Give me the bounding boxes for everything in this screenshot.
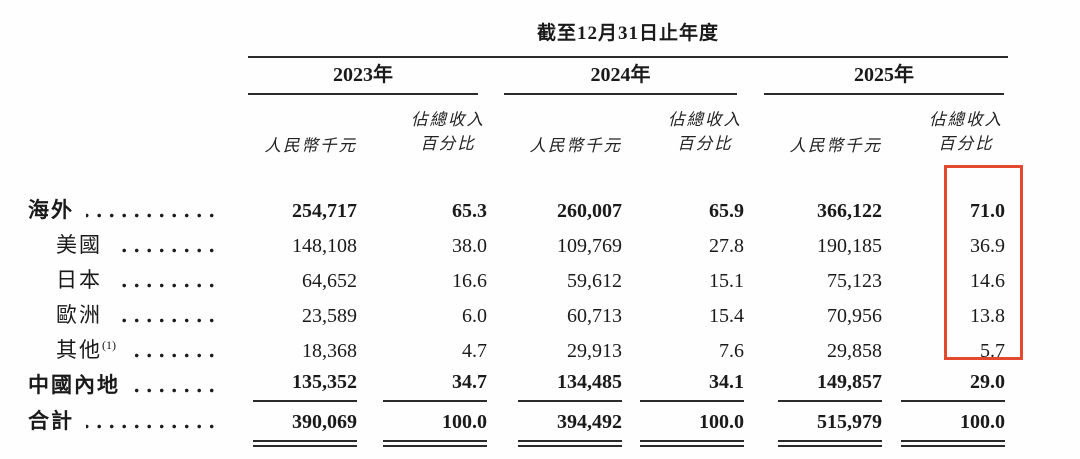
overseas-2024-pct: 65.9: [709, 200, 744, 222]
japan-2023-amount: 64,652: [302, 270, 357, 292]
others-2024-pct: 7.6: [719, 340, 744, 362]
overseas-2023-amount: 254,717: [292, 200, 357, 222]
footnote-marker: (1): [102, 338, 116, 352]
us-2024-amount: 109,769: [557, 235, 622, 257]
others-2025-amount: 29,858: [827, 340, 882, 362]
table-row-overseas: 海外 254,717 65.3 260,007 65.9 366,122 71.…: [28, 194, 1008, 229]
total-2025-amount: 515,979: [744, 404, 882, 456]
europe-2025-pct: 13.8: [970, 305, 1006, 327]
table-title-row: 截至12月31日止年度: [28, 18, 1009, 58]
table-row-mainland-china: 中國內地 135,352 34.7 134,485 34.1 149,857 2…: [28, 369, 1008, 404]
pct-header-line2: 百分比: [677, 134, 733, 154]
japan-2024-pct: 15.1: [709, 270, 744, 292]
mainland-2024-pct: 34.1: [622, 369, 744, 404]
year-header-2025: 2025年: [764, 58, 1005, 95]
table-row-japan: 日本 64,652 16.6 59,612 15.1 75,123 14.6: [28, 264, 1008, 299]
total-2024-pct: 100.0: [622, 404, 744, 456]
dot-leader: [86, 213, 222, 218]
row-label-total: 合計: [28, 409, 74, 433]
dot-leader: [128, 353, 222, 358]
dot-leader: [114, 283, 222, 288]
japan-2023-pct: 16.6: [452, 270, 487, 292]
row-label-us: 美國: [56, 233, 102, 257]
mainland-2025-amount: 149,857: [744, 369, 882, 404]
japan-2024-amount: 59,612: [567, 270, 622, 292]
us-2023-pct: 38.0: [452, 235, 487, 257]
europe-2024-amount: 60,713: [567, 305, 622, 327]
col-header-pct-2023: 佔總收入 百分比: [357, 95, 487, 164]
col-header-amount-2024: 人民幣千元: [529, 136, 622, 155]
us-2023-amount: 148,108: [292, 235, 357, 257]
us-2025-amount: 190,185: [817, 235, 882, 257]
dot-leader: [132, 388, 222, 393]
table-row-others: 其他(1) 18,368 4.7 29,913 7.6 29,858 5.7: [28, 334, 1008, 369]
mainland-2024-amount: 134,485: [487, 369, 622, 404]
dot-leader: [86, 424, 222, 429]
dot-leader: [114, 318, 222, 323]
total-2023-amount: 390,069: [232, 404, 357, 456]
period-title: 截至12月31日止年度: [248, 18, 1009, 58]
dot-leader: [114, 248, 222, 253]
revenue-by-region-table: 截至12月31日止年度 2023年 2024年 2025年 人民幣千元 佔總收入…: [28, 18, 1009, 456]
pct-header-line1: 佔總收入: [411, 110, 485, 130]
mainland-2023-pct: 34.7: [357, 369, 487, 404]
row-label-europe: 歐洲: [56, 303, 102, 327]
europe-2024-pct: 15.4: [709, 305, 744, 327]
japan-2025-pct: 14.6: [970, 270, 1006, 292]
europe-2025-amount: 70,956: [827, 305, 882, 327]
mainland-2023-amount: 135,352: [232, 369, 357, 404]
col-header-amount-2025: 人民幣千元: [789, 136, 882, 155]
us-2024-pct: 27.8: [709, 235, 744, 257]
pct-header-line2: 百分比: [420, 134, 476, 154]
us-2025-pct: 36.9: [970, 235, 1006, 257]
col-header-amount-2023: 人民幣千元: [264, 136, 357, 155]
pct-header-line1: 佔總收入: [929, 110, 1004, 130]
pct-header-line2: 百分比: [938, 134, 994, 154]
total-2025-pct: 100.0: [882, 404, 1008, 456]
column-header-row: 人民幣千元 佔總收入 百分比 人民幣千元 佔總收入 百分比 人民幣千元 佔總收入…: [28, 95, 1008, 164]
table-row-total: 合計 390,069 100.0 394,492 100.0 515,979 1…: [28, 404, 1008, 456]
others-2024-amount: 29,913: [567, 340, 622, 362]
overseas-2025-amount: 366,122: [817, 200, 882, 222]
overseas-2023-pct: 65.3: [452, 200, 487, 222]
row-label-overseas: 海外: [28, 198, 74, 222]
table-row-europe: 歐洲 23,589 6.0 60,713 15.4 70,956 13.8: [28, 299, 1008, 334]
row-label-others: 其他(1): [56, 338, 116, 362]
table-row-us: 美國 148,108 38.0 109,769 27.8 190,185 36.…: [28, 229, 1008, 264]
pct-header-line1: 佔總收入: [668, 110, 742, 130]
japan-2025-amount: 75,123: [827, 270, 882, 292]
overseas-2025-pct: 71.0: [970, 200, 1006, 222]
mainland-2025-pct: 29.0: [882, 369, 1008, 404]
others-2023-pct: 4.7: [462, 340, 487, 362]
overseas-2024-amount: 260,007: [557, 200, 622, 222]
europe-2023-amount: 23,589: [302, 305, 357, 327]
total-2024-amount: 394,492: [487, 404, 622, 456]
others-2025-pct: 5.7: [980, 340, 1006, 362]
total-2023-pct: 100.0: [357, 404, 487, 456]
year-header-2023: 2023年: [248, 58, 478, 95]
others-2023-amount: 18,368: [302, 340, 357, 362]
row-label-japan: 日本: [56, 268, 102, 292]
header-body-spacer: [28, 164, 1008, 194]
row-label-mainland-china: 中國內地: [28, 373, 120, 397]
year-header-2024: 2024年: [504, 58, 737, 95]
europe-2023-pct: 6.0: [462, 305, 487, 327]
col-header-pct-2024: 佔總收入 百分比: [622, 95, 744, 164]
col-header-pct-2025: 佔總收入 百分比: [882, 95, 1008, 164]
year-header-row: 2023年 2024年 2025年: [28, 58, 1008, 95]
